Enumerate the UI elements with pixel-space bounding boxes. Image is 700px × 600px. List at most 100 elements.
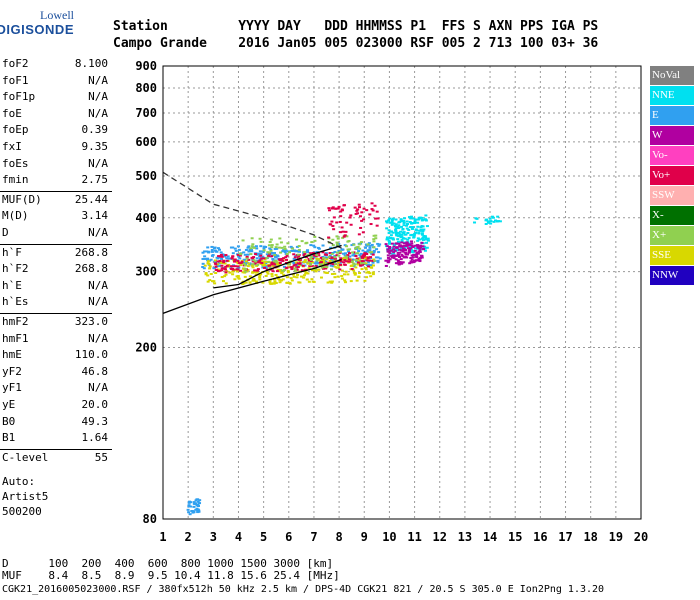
echo-point <box>291 247 295 250</box>
echo-point <box>421 245 425 248</box>
echo-point <box>331 256 335 259</box>
param-row: M(D) 3.14 <box>2 209 108 227</box>
y-tick-label: 80 <box>143 512 157 526</box>
echo-point <box>346 248 350 251</box>
echo-point <box>398 261 402 264</box>
echo-point <box>376 242 380 245</box>
echo-point <box>411 226 415 229</box>
trace-line <box>213 244 342 289</box>
x-tick-label: 14 <box>483 530 497 544</box>
echo-point <box>335 251 339 254</box>
echo-point <box>390 221 394 224</box>
param-row: yF1 N/A <box>2 381 108 399</box>
echo-point <box>282 268 286 271</box>
echo-point <box>323 271 327 274</box>
echo-point <box>403 246 407 249</box>
echo-point <box>274 282 278 285</box>
echo-point <box>361 260 365 263</box>
echo-point <box>251 243 255 246</box>
echo-point <box>369 275 373 278</box>
echo-point <box>231 270 235 273</box>
echo-point <box>245 261 249 264</box>
echo-point <box>280 271 284 274</box>
echo-point <box>360 268 364 271</box>
echo-point <box>399 247 403 250</box>
param-row: hmF1 N/A <box>2 332 108 350</box>
echo-point <box>416 221 420 224</box>
echo-point <box>293 269 297 272</box>
echo-point <box>221 253 225 256</box>
param-value: 20.0 <box>81 398 109 411</box>
param-row: MUF(D) 25.44 <box>2 193 108 211</box>
echo-point <box>312 266 316 269</box>
echo-point <box>295 264 299 267</box>
param-label: foF1p <box>2 90 36 104</box>
echo-point <box>385 227 389 230</box>
echo-point <box>276 263 280 266</box>
echo-point <box>275 247 279 250</box>
legend-item-vo-: Vo+ <box>650 166 694 185</box>
echo-point <box>339 231 343 234</box>
param-label: C-level <box>2 450 49 464</box>
echo-point <box>188 500 192 503</box>
echo-point <box>302 260 306 263</box>
echo-point <box>241 283 245 286</box>
header-row-2: Campo Grande 2016 Jan05 005 023000 RSF 0… <box>113 36 599 51</box>
echo-point <box>405 224 409 227</box>
echo-point <box>403 217 407 220</box>
echo-point <box>276 255 280 258</box>
echo-point <box>402 242 406 245</box>
echo-point <box>298 264 302 267</box>
echo-point <box>225 270 229 273</box>
echo-point <box>391 217 395 220</box>
echo-point <box>330 281 334 284</box>
param-row: D N/A <box>2 226 108 244</box>
legend-item-e: E <box>650 106 694 125</box>
echo-point <box>314 267 318 270</box>
echo-point <box>314 270 318 273</box>
echo-point <box>423 218 427 221</box>
echo-point <box>263 265 267 268</box>
echo-point <box>335 221 339 224</box>
echo-point <box>373 259 377 262</box>
echo-point <box>417 232 421 235</box>
echo-point <box>233 247 237 250</box>
echo-point <box>388 217 392 220</box>
echo-point <box>268 266 272 269</box>
echo-point <box>239 253 243 256</box>
param-label: fmin <box>2 173 29 187</box>
param-row: h`E N/A <box>2 279 108 297</box>
echo-point <box>404 233 408 236</box>
echo-point <box>285 253 289 256</box>
echo-point <box>386 250 390 253</box>
echo-point <box>329 264 333 267</box>
echo-point <box>329 268 333 271</box>
echo-point <box>267 255 271 258</box>
echo-point <box>372 234 376 237</box>
echo-point <box>206 257 210 260</box>
echo-point <box>406 238 410 241</box>
echo-point <box>423 249 427 252</box>
echo-point <box>352 265 356 268</box>
x-tick-label: 4 <box>235 530 242 544</box>
echo-point <box>192 505 196 508</box>
param-row: yF2 46.8 <box>2 365 108 383</box>
echo-point <box>231 273 235 276</box>
echo-point <box>351 258 355 261</box>
echo-point <box>338 268 342 271</box>
x-tick-label: 19 <box>609 530 623 544</box>
echo-point <box>402 256 406 259</box>
echo-point <box>277 246 281 249</box>
echo-point <box>365 209 369 212</box>
echo-point <box>357 233 361 236</box>
x-tick-labels: 1 2 3 4 5 6 7 8 9 10 11 12 13 14 15 16 17 18 19 20 <box>159 530 648 544</box>
echo-point <box>387 242 391 245</box>
echo-point <box>418 249 422 252</box>
echo-point <box>214 259 218 262</box>
echo-point <box>292 264 296 267</box>
echo-point <box>358 272 362 275</box>
echo-point <box>216 260 220 263</box>
echo-point <box>324 256 328 259</box>
echo-point <box>387 229 391 232</box>
echo-point <box>217 255 221 258</box>
